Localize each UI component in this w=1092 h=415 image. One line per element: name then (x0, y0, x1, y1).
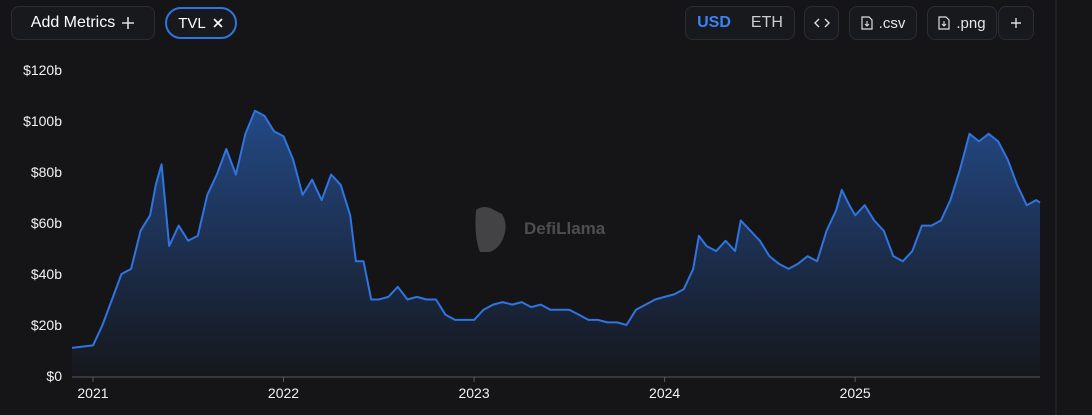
file-icon (938, 16, 950, 30)
code-icon (813, 18, 830, 28)
metric-chip[interactable]: TVL (165, 7, 237, 39)
close-icon (213, 18, 223, 28)
y-tick-label: $60b (31, 215, 62, 231)
y-tick-label: $0 (46, 368, 62, 384)
csv-button[interactable]: .csv (849, 6, 917, 40)
embed-button[interactable] (804, 6, 839, 40)
watermark: DefiLlama (475, 207, 606, 252)
y-tick-label: $80b (31, 164, 62, 180)
png-label: .png (956, 14, 986, 32)
metric-label: TVL (178, 14, 206, 32)
file-icon (861, 16, 873, 30)
x-tick-label: 2021 (77, 385, 108, 401)
add-metrics-button[interactable]: Add Metrics (11, 6, 155, 40)
currency-usd[interactable]: USD (697, 14, 731, 31)
y-tick-label: $40b (31, 266, 62, 282)
x-tick-label: 2023 (458, 385, 489, 401)
plus-icon (1011, 18, 1021, 28)
watermark-text: DefiLlama (524, 219, 606, 238)
csv-label: .csv (878, 14, 906, 32)
y-tick-label: $20b (31, 317, 62, 333)
divider (1055, 0, 1057, 415)
currency-toggle: USD ETH (685, 6, 795, 40)
png-button[interactable]: .png (927, 6, 997, 40)
area-fill (72, 110, 1040, 377)
more-button[interactable] (998, 6, 1034, 40)
add-metrics-label: Add Metrics (30, 14, 116, 31)
y-tick-label: $120b (23, 62, 62, 78)
y-tick-label: $100b (23, 113, 62, 129)
x-tick-label: 2024 (649, 385, 680, 401)
area-line (71, 109, 1041, 349)
x-tick-label: 2025 (840, 385, 871, 401)
x-tick-label: 2022 (268, 385, 299, 401)
plus-icon (122, 17, 135, 29)
currency-eth[interactable]: ETH (750, 14, 783, 31)
